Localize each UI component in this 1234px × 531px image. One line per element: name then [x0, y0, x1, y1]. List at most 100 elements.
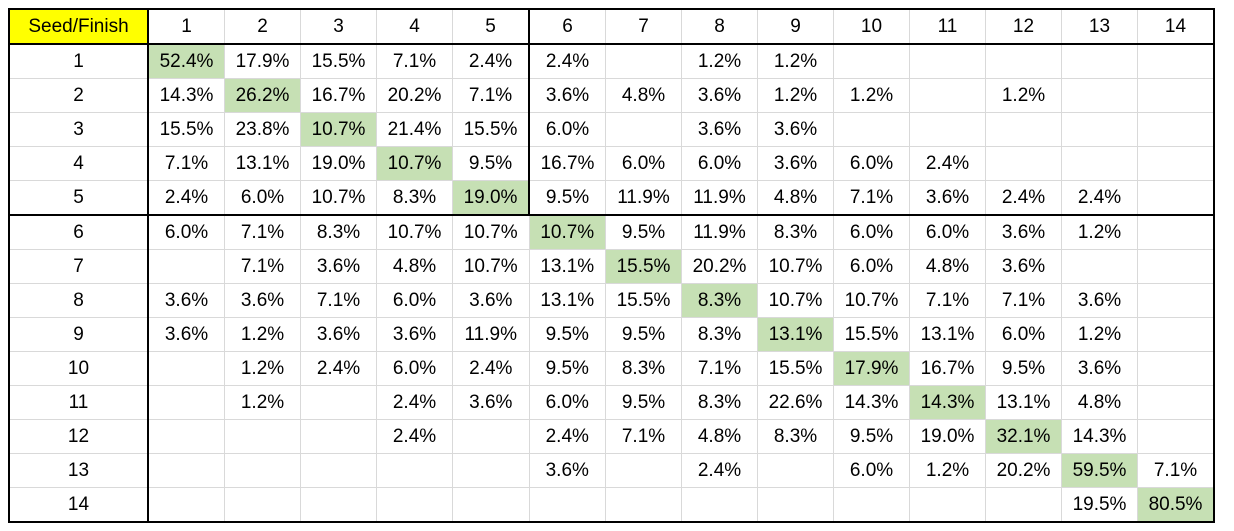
table-cell — [376, 453, 453, 488]
table-cell — [1137, 419, 1215, 454]
table-cell — [1137, 385, 1215, 420]
table-cell: 1.2% — [224, 317, 301, 352]
table-cell — [1061, 43, 1138, 79]
table-cell — [1061, 249, 1138, 284]
corner-label: Seed/Finish — [8, 8, 149, 45]
table-cell — [528, 487, 606, 523]
table-cell: 14.3% — [833, 385, 910, 420]
table-cell: 9.5% — [833, 419, 910, 454]
table-cell — [147, 419, 225, 454]
table-cell-diagonal: 59.5% — [1061, 453, 1138, 488]
table-cell: 8.3% — [757, 214, 834, 250]
table-cell-diagonal: 26.2% — [224, 78, 301, 113]
table-cell: 20.2% — [376, 78, 453, 113]
table-cell — [985, 487, 1062, 523]
row-header: 8 — [8, 283, 149, 318]
table-cell: 13.1% — [224, 146, 301, 181]
table-cell: 15.5% — [300, 43, 377, 79]
table-row: 12 2.4% 2.4% 7.1% 4.8% 8.3% 9.5% 19.0% 32.1% 14.3… — [8, 419, 1215, 454]
table-cell: 3.6% — [224, 283, 301, 318]
table-cell — [909, 112, 986, 147]
table-cell: 6.0% — [224, 180, 301, 216]
row-header: 5 — [8, 180, 149, 216]
row-header: 1 — [8, 43, 149, 79]
table-cell-diagonal: 15.5% — [605, 249, 682, 284]
table-cell: 8.3% — [757, 419, 834, 454]
table-cell: 7.1% — [985, 283, 1062, 318]
table-cell — [147, 351, 225, 386]
table-cell: 3.6% — [300, 249, 377, 284]
table-cell: 6.0% — [528, 112, 606, 147]
table-cell: 8.3% — [681, 385, 758, 420]
table-cell: 2.4% — [376, 419, 453, 454]
table-cell: 11.9% — [452, 317, 530, 352]
table-cell: 1.2% — [1061, 214, 1138, 250]
column-header: 6 — [528, 8, 606, 45]
table-cell: 10.7% — [833, 283, 910, 318]
table-cell-diagonal: 13.1% — [757, 317, 834, 352]
table-cell: 8.3% — [681, 317, 758, 352]
column-header: 10 — [833, 8, 910, 45]
column-header: 7 — [605, 8, 682, 45]
table-cell: 8.3% — [605, 351, 682, 386]
table-cell: 14.3% — [1061, 419, 1138, 454]
table-cell — [985, 43, 1062, 79]
table-cell: 15.5% — [147, 112, 225, 147]
table-cell — [833, 487, 910, 523]
table-cell: 6.0% — [833, 453, 910, 488]
table-cell: 2.4% — [147, 180, 225, 216]
row-header: 6 — [8, 214, 149, 250]
table-cell: 6.0% — [376, 351, 453, 386]
table-cell-diagonal: 10.7% — [376, 146, 453, 181]
table-cell: 4.8% — [376, 249, 453, 284]
table-cell: 3.6% — [1061, 283, 1138, 318]
table-cell — [1137, 78, 1215, 113]
table-cell: 4.8% — [605, 78, 682, 113]
table-cell: 3.6% — [985, 214, 1062, 250]
table-cell: 6.0% — [909, 214, 986, 250]
table-cell: 7.1% — [300, 283, 377, 318]
seed-finish-table: Seed/Finish 1 2 3 4 5 6 7 8 9 10 11 12 13 14 1 52.4% 17… — [8, 8, 1215, 523]
table-cell: 20.2% — [681, 249, 758, 284]
table-cell — [300, 487, 377, 523]
table-cell — [1137, 43, 1215, 79]
table-cell: 2.4% — [681, 453, 758, 488]
table-cell: 7.1% — [681, 351, 758, 386]
table-cell — [1137, 249, 1215, 284]
table-cell: 1.2% — [681, 43, 758, 79]
table-cell-diagonal: 14.3% — [909, 385, 986, 420]
table-cell: 11.9% — [681, 180, 758, 216]
table-cell — [147, 487, 225, 523]
table-cell — [985, 112, 1062, 147]
table-cell: 2.4% — [528, 43, 606, 79]
table-cell — [224, 487, 301, 523]
table-cell — [147, 385, 225, 420]
table-row: 14 19.5% 80.5% — [8, 487, 1215, 523]
table-cell-diagonal: 10.7% — [300, 112, 377, 147]
table-row: 10 1.2% 2.4% 6.0% 2.4% 9.5% 8.3% 7.1% 15.5% 17.9%… — [8, 351, 1215, 386]
table-row: 3 15.5% 23.8% 10.7% 21.4% 15.5% 6.0% 3.6% 3.6% — [8, 112, 1215, 147]
table-cell: 23.8% — [224, 112, 301, 147]
table-cell: 7.1% — [224, 214, 301, 250]
table-cell: 3.6% — [757, 146, 834, 181]
row-header: 14 — [8, 487, 149, 523]
table-cell — [833, 112, 910, 147]
table-cell: 6.0% — [605, 146, 682, 181]
table-cell: 2.4% — [300, 351, 377, 386]
table-cell: 6.0% — [833, 249, 910, 284]
table-cell — [1137, 146, 1215, 181]
table-cell: 3.6% — [147, 283, 225, 318]
table-cell: 10.7% — [452, 249, 530, 284]
table-row: 7 7.1% 3.6% 4.8% 10.7% 13.1% 15.5% 20.2% 10.7% 6.… — [8, 249, 1215, 284]
table-cell — [300, 385, 377, 420]
table-cell: 3.6% — [452, 283, 530, 318]
table-cell — [833, 43, 910, 79]
table-row: 11 1.2% 2.4% 3.6% 6.0% 9.5% 8.3% 22.6% 14.3% 14.3… — [8, 385, 1215, 420]
table-cell: 1.2% — [757, 78, 834, 113]
table-cell-diagonal: 32.1% — [985, 419, 1062, 454]
table-cell: 4.8% — [681, 419, 758, 454]
table-cell: 7.1% — [1137, 453, 1215, 488]
table-cell: 1.2% — [833, 78, 910, 113]
table-row: 2 14.3% 26.2% 16.7% 20.2% 7.1% 3.6% 4.8% 3.6% 1.2… — [8, 78, 1215, 113]
table-cell: 2.4% — [985, 180, 1062, 216]
